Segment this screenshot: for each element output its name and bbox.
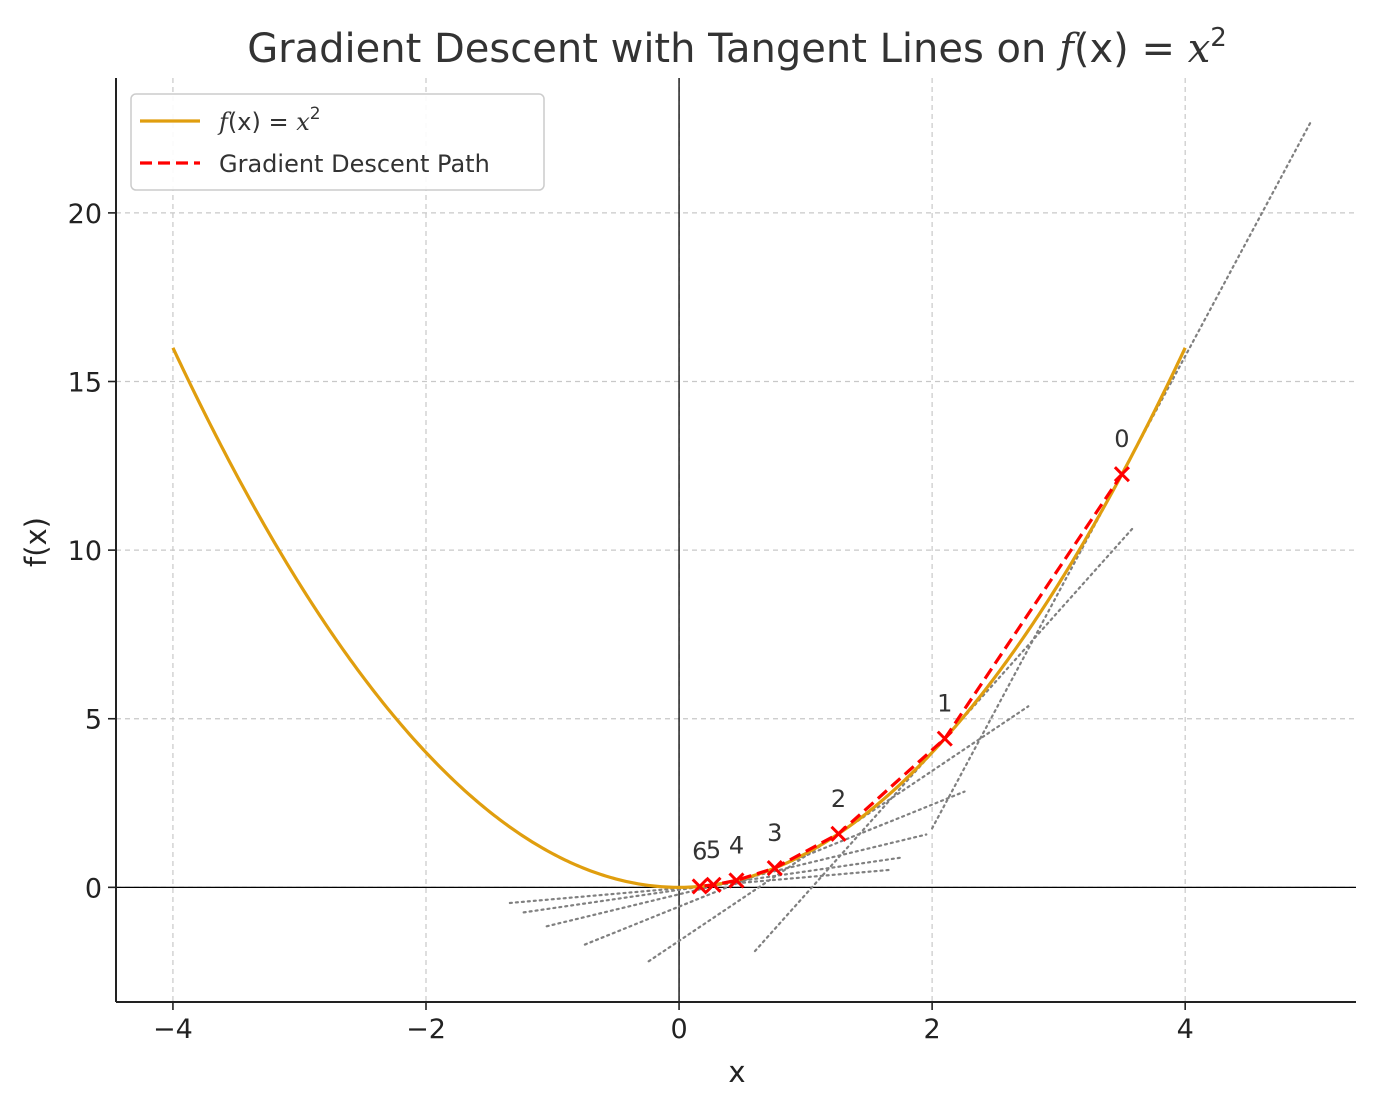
step-marker-stroke <box>691 878 708 895</box>
x-tick-label: 0 <box>670 1014 687 1045</box>
x-tick-label: −4 <box>153 1014 193 1045</box>
step-marker <box>728 872 745 889</box>
legend-path-label: Gradient Descent Path <box>219 150 490 178</box>
x-tick-label: 2 <box>924 1014 941 1045</box>
legend-curve-label: f(x) = x2 <box>217 104 321 136</box>
step-marker <box>936 730 953 747</box>
step-marker-stroke <box>936 730 953 747</box>
legend-frame <box>130 93 545 191</box>
x-tick-label: −2 <box>406 1014 446 1045</box>
step-marker-stroke <box>1113 466 1130 483</box>
x-ticks: −4 −2 0 2 4 <box>153 1002 1194 1045</box>
axes-spines <box>115 78 1356 1003</box>
legend-curve-exp: 2 <box>310 104 321 124</box>
y-tick-label: 15 <box>68 368 102 399</box>
zero-lines <box>116 78 1356 1002</box>
legend-curve-var: x <box>296 108 310 136</box>
x-tick-label: 4 <box>1177 1014 1194 1045</box>
tangent-line <box>508 868 891 905</box>
step-marker <box>1113 466 1130 483</box>
step-marker <box>691 878 708 895</box>
step-marker-stroke <box>728 872 745 889</box>
chart-title-prefix: Gradient Descent with Tangent Lines on <box>247 26 1059 72</box>
grid-lines <box>116 78 1356 1002</box>
chart-title-exp: 2 <box>1210 23 1227 53</box>
tangent-line <box>545 833 928 928</box>
step-marker-stroke <box>705 876 722 893</box>
step-label: 2 <box>831 785 846 813</box>
step-label: 3 <box>767 819 782 847</box>
legend-curve-args: (x) = <box>228 108 296 136</box>
y-tick-label: 10 <box>68 536 102 567</box>
y-tick-label: 5 <box>85 705 102 736</box>
tangent-lines <box>508 119 1313 963</box>
step-marker-stroke <box>766 860 783 877</box>
gradient-descent-markers <box>691 466 1130 895</box>
step-label: 6 <box>692 837 707 865</box>
curve-series <box>171 347 1187 889</box>
x-axis-label: x <box>728 1055 745 1089</box>
chart-title: Gradient Descent with Tangent Lines on f… <box>247 23 1227 72</box>
y-tick-label: 0 <box>85 873 102 904</box>
gradient-descent-path <box>699 473 1124 889</box>
step-marker <box>766 860 783 877</box>
step-label: 4 <box>729 831 744 859</box>
y-tick-label: 20 <box>68 199 102 230</box>
legend: f(x) = x2 Gradient Descent Path <box>130 93 545 191</box>
step-marker <box>830 825 847 842</box>
step-marker <box>705 876 722 893</box>
step-marker-stroke <box>830 825 847 842</box>
chart-title-var: x <box>1188 26 1211 72</box>
y-ticks: 0 5 10 15 20 <box>68 199 116 904</box>
step-label: 1 <box>937 690 952 718</box>
chart-title-args: (x) = <box>1074 26 1188 72</box>
step-label: 5 <box>706 836 721 864</box>
y-axis-label: f(x) <box>19 517 53 567</box>
step-label: 0 <box>1114 425 1129 453</box>
